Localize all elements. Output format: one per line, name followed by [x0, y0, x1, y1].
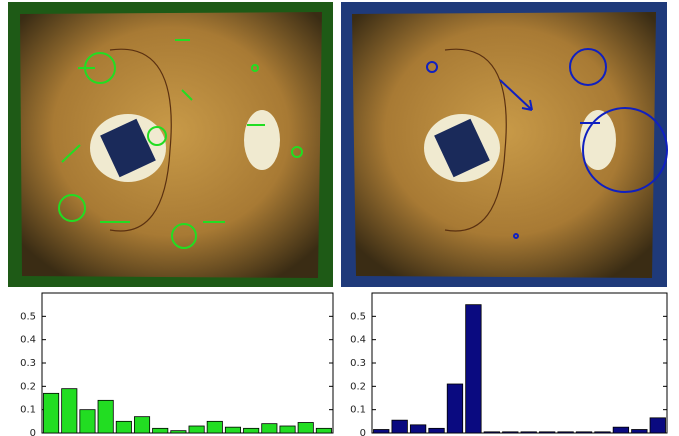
bar [632, 430, 647, 434]
bar [262, 424, 277, 433]
y-tick-label: 0 [30, 428, 36, 436]
bar [280, 426, 295, 433]
bar [466, 305, 481, 433]
bar [373, 430, 388, 434]
bar [521, 432, 536, 433]
y-tick-label: 0.3 [350, 358, 366, 369]
bar [62, 389, 77, 433]
bar [98, 400, 113, 433]
bar [171, 431, 186, 433]
y-tick-label: 0 [360, 428, 366, 436]
bar [134, 417, 149, 433]
plot-frame [372, 293, 667, 433]
bar [207, 421, 222, 433]
y-tick-label: 0.4 [20, 335, 36, 346]
bar [80, 410, 95, 433]
bar [650, 418, 665, 433]
bar [429, 428, 444, 433]
bar [595, 432, 610, 433]
bar [316, 428, 331, 433]
bar [503, 432, 518, 433]
y-tick-label: 0.1 [20, 405, 36, 416]
right-frame [341, 2, 667, 287]
bar [244, 428, 259, 433]
bar [43, 393, 58, 433]
bar [392, 420, 407, 433]
y-tick-label: 0.5 [350, 311, 366, 322]
bar [116, 421, 131, 433]
bar [484, 432, 499, 433]
bar [153, 428, 168, 433]
bar [225, 427, 240, 433]
bar [189, 426, 204, 433]
left-frame [8, 2, 333, 287]
y-tick-label: 0.2 [20, 381, 36, 392]
y-tick-label: 0.2 [350, 381, 366, 392]
figure: 0 0.1 0.2 0.3 0.4 0.5 0 0.1 0.2 0.3 0.4 0.5 [0, 0, 679, 436]
y-tick-label: 0.1 [350, 405, 366, 416]
bar [613, 427, 628, 433]
bar [558, 432, 573, 433]
bar [298, 423, 313, 434]
bar [447, 384, 462, 433]
y-tick-label: 0.3 [20, 358, 36, 369]
bar [576, 432, 591, 433]
y-tick-label: 0.5 [20, 311, 36, 322]
y-tick-label: 0.4 [350, 335, 366, 346]
bar [410, 425, 425, 433]
bar [539, 432, 554, 433]
